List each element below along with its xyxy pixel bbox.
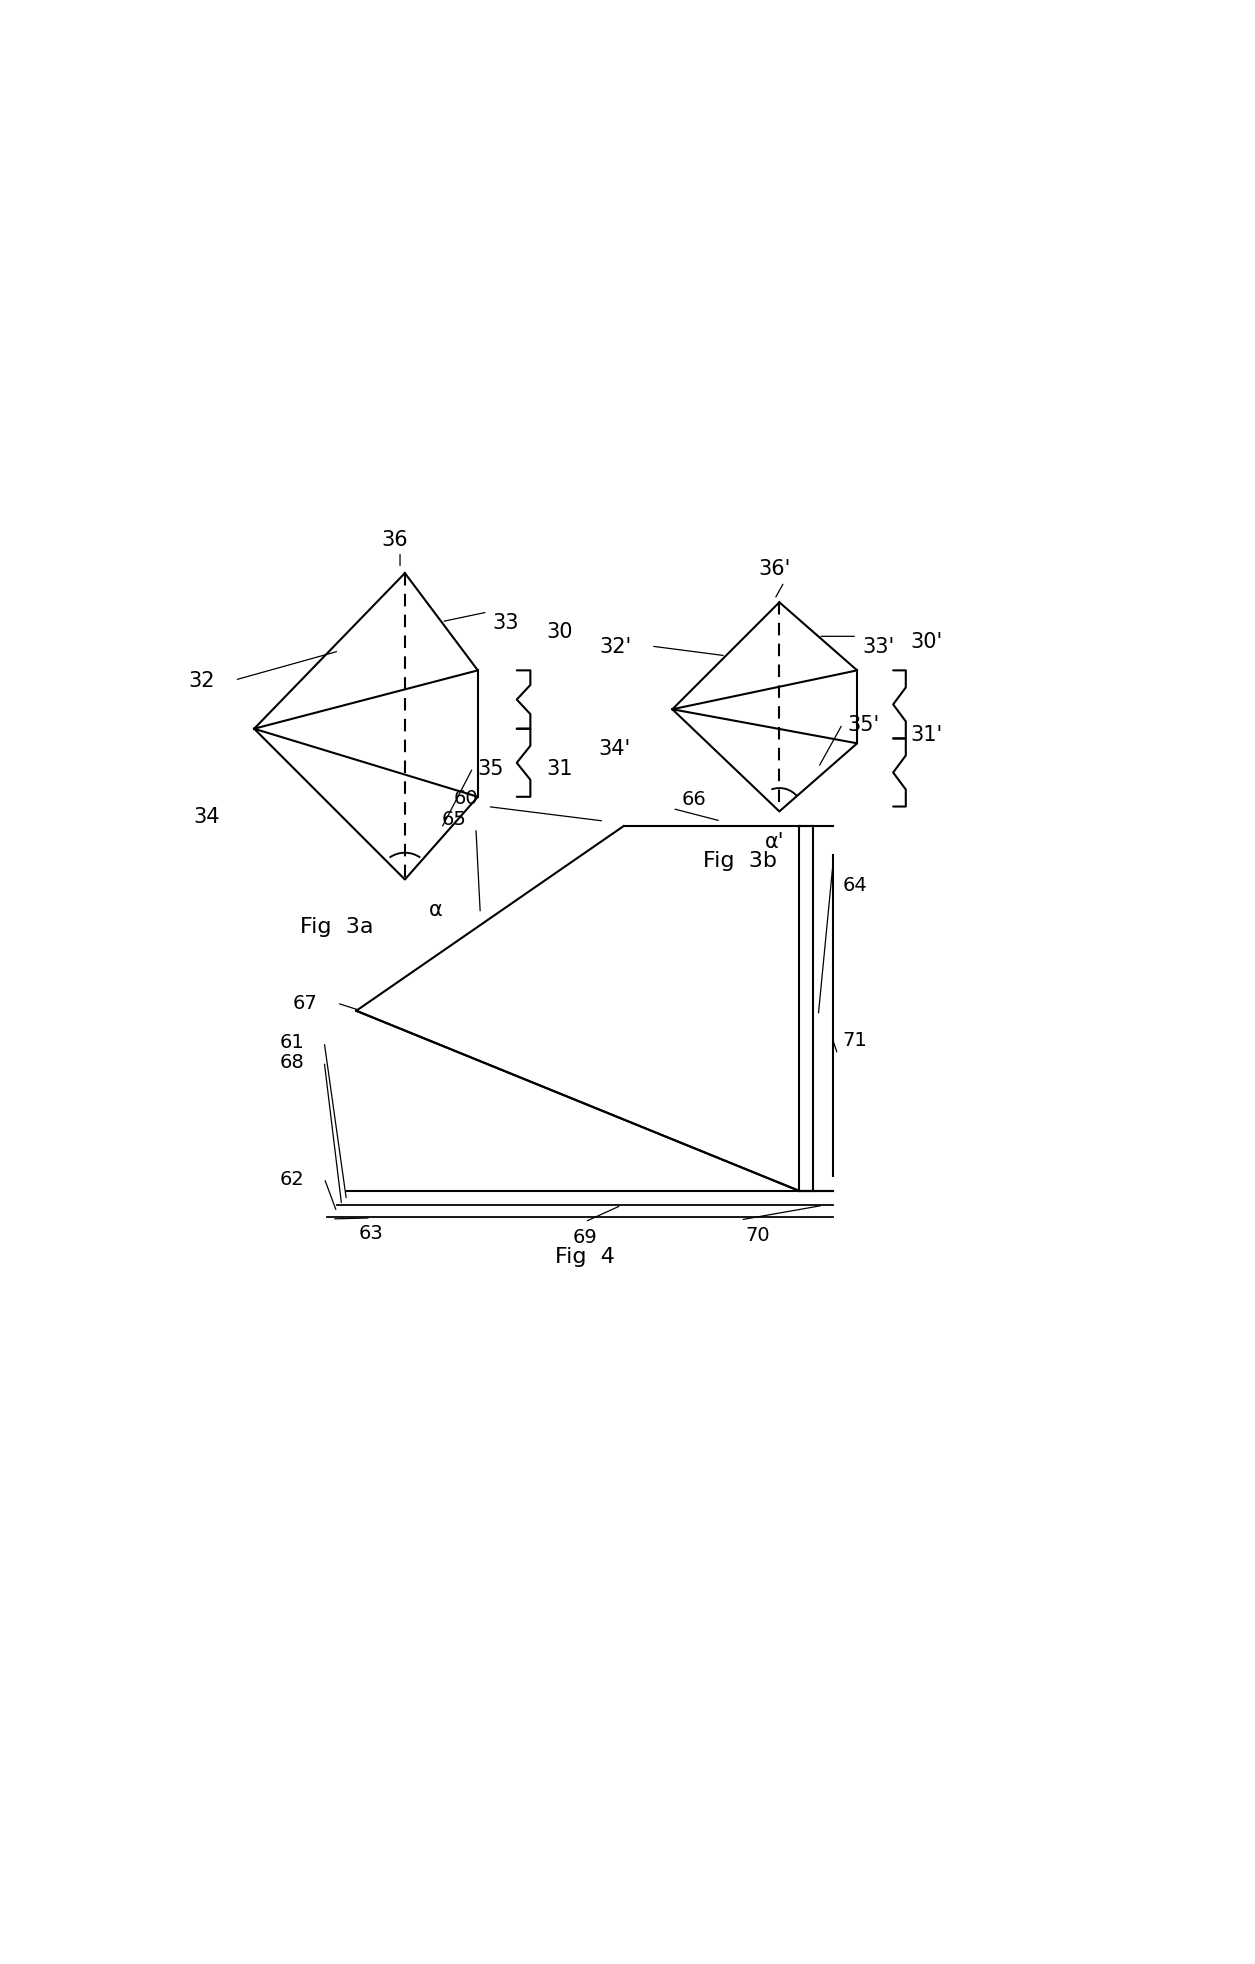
Text: 67: 67	[292, 994, 318, 1013]
Text: 71: 71	[842, 1031, 867, 1051]
Text: 69: 69	[572, 1228, 597, 1245]
Text: 65: 65	[442, 809, 466, 829]
Text: 30: 30	[546, 623, 572, 642]
Text: 30': 30'	[911, 632, 943, 652]
Text: 63: 63	[359, 1224, 383, 1241]
Text: 33': 33'	[862, 636, 895, 656]
Text: 32': 32'	[600, 636, 631, 656]
Text: 34': 34'	[599, 738, 630, 758]
Text: 35: 35	[478, 758, 505, 778]
Text: α': α'	[764, 831, 784, 852]
Text: Fig  3a: Fig 3a	[300, 917, 374, 937]
Text: 68: 68	[280, 1053, 305, 1070]
Text: 64: 64	[842, 876, 867, 894]
Text: 34: 34	[193, 807, 220, 827]
Text: 70: 70	[745, 1226, 769, 1243]
Text: 32: 32	[188, 672, 216, 691]
Text: 36': 36'	[758, 558, 791, 579]
Text: Fig  4: Fig 4	[555, 1247, 615, 1267]
Text: 62: 62	[280, 1169, 305, 1188]
Text: α: α	[429, 900, 443, 919]
Text: 60: 60	[453, 788, 478, 807]
Text: 31': 31'	[911, 725, 943, 744]
Text: 66: 66	[683, 790, 707, 809]
Text: 36: 36	[382, 530, 408, 550]
Text: 61: 61	[280, 1033, 305, 1053]
Text: Fig  3b: Fig 3b	[704, 850, 777, 870]
Text: 35': 35'	[847, 715, 880, 735]
Text: 31: 31	[546, 758, 572, 778]
Text: 33: 33	[492, 613, 518, 632]
